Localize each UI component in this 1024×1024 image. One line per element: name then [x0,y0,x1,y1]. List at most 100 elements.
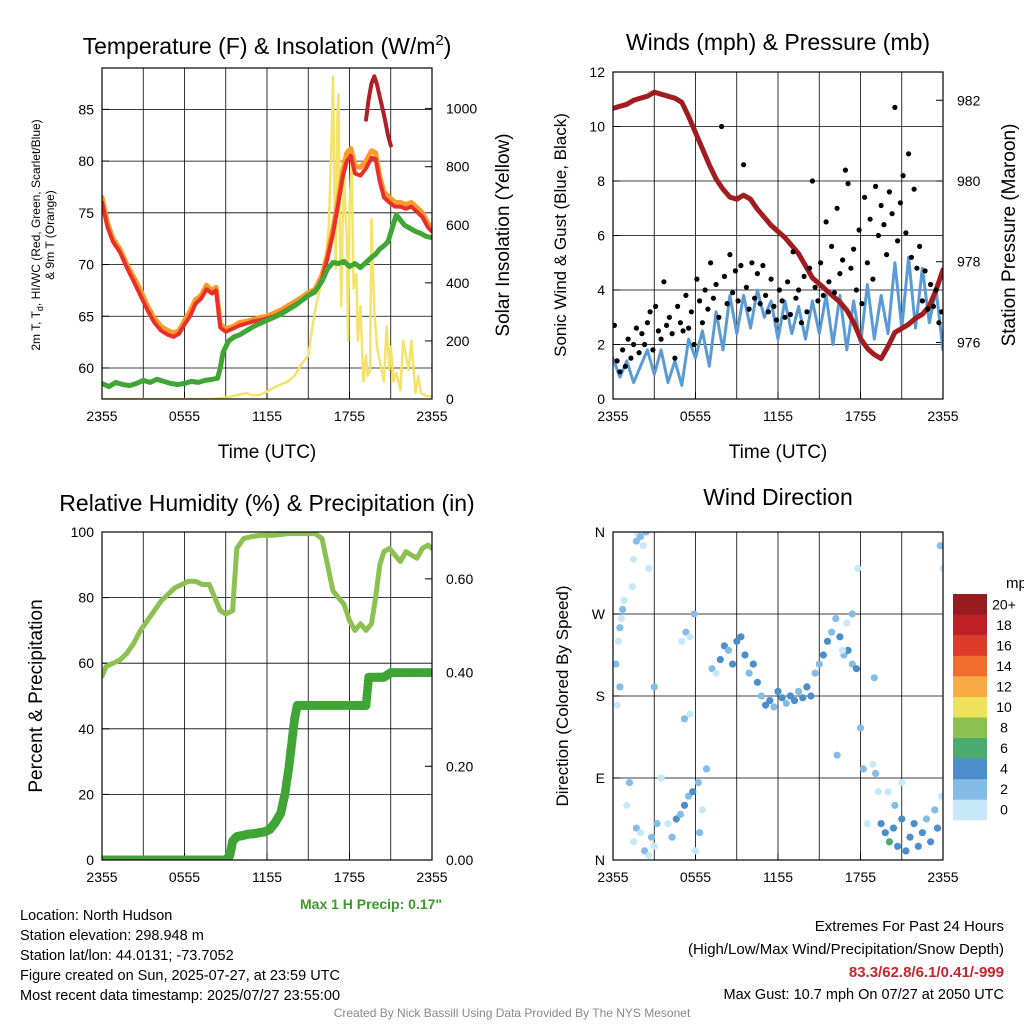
gust-point [653,303,659,309]
wind-direction-point [696,829,704,837]
wind-direction-point [702,765,711,773]
temperature-ytick-right-label: 200 [446,333,470,349]
winds-ytick-right-label: 980 [957,173,981,189]
gust-point [721,273,728,279]
gust-point [655,328,662,334]
wind-direction-point [898,815,906,823]
wind-direction-point [668,833,676,841]
gust-point [620,347,626,353]
gust-point [845,181,851,187]
wind-direction-point [616,624,624,632]
wind-direction-point [617,615,625,623]
wind-direction-point [766,697,774,705]
wind-direction-point [807,692,815,700]
gust-point [834,205,840,211]
wind-direction-point [844,646,852,655]
colorbar-label: 8 [1000,720,1008,736]
gust-point [666,314,673,320]
gust-point [939,309,943,315]
wind-direction-point [737,633,745,641]
gust-point [743,284,750,290]
wind-direction-point [815,660,823,668]
gust-point [752,295,758,301]
wind-direction-point [833,751,841,759]
wind-direction-point [811,669,819,677]
colorbar-label: 10 [996,699,1012,715]
recent-timestamp: Most recent data timestamp: 2025/07/27 2… [20,988,341,1004]
gust-point [842,167,849,173]
gust-point [779,298,785,304]
wind-direction-point [774,687,782,696]
gust-point [804,309,810,315]
gust-point [892,104,898,110]
wind-direction-point [874,788,883,796]
gust-point [831,290,838,296]
station-location: Location: North Hudson [20,908,173,924]
temperature-line-dewpoint [102,212,432,390]
extremes-subtitle: (High/Low/Max Wind/Precipitation/Snow De… [688,941,1004,958]
wind-direction-point [620,596,628,604]
gust-point [757,301,763,307]
wind-direction-point [676,810,685,819]
wind-direction-plot-border [612,531,944,861]
wind-direction-xtick-label: 1155 [763,869,793,885]
credit-line: Created By Nick Bassill Using Data Provi… [333,1006,691,1020]
humidity-ytick-left-label: 80 [78,590,94,606]
station-info: Location: North Hudson Station elevation… [20,906,340,1006]
gust-point [859,301,865,307]
gust-point [864,260,871,266]
colorbar-swatch [953,614,987,636]
gust-point [613,322,617,328]
winds-ytick-right-label: 982 [957,92,981,108]
gust-point [809,178,816,184]
gust-point [699,320,706,326]
gust-point [713,281,719,288]
wind-direction-point [898,779,906,787]
colorbar-label: 18 [996,617,1012,633]
temperature-xtick-label: 2355 [86,408,117,424]
wind-direction-point [698,806,707,814]
wind-direction-point [664,820,672,828]
humidity-xtick-label: 1155 [252,869,282,885]
temperature-ytick-left-label: 80 [78,153,94,169]
winds-xtick-label: 2355 [597,408,628,424]
temperature-ytick-left-label: 85 [78,101,94,117]
gust-point [741,162,747,168]
wind-direction-point [672,815,680,823]
gust-point [702,287,708,293]
winds-ytick-left-label: 4 [597,282,605,298]
winds-xtick-label: 1755 [845,408,876,424]
winds-panel: Winds (mph) & Pressure (mb) 2355 0555 1155… [551,29,1020,463]
winds-ytick-right-label: 978 [957,254,981,270]
gust-point [856,227,862,233]
wind-direction-point [650,683,658,691]
gust-point [853,287,860,293]
gust-point [672,355,678,361]
wind-direction-point [741,651,749,659]
gust-point [851,246,857,252]
winds-ytick-right-label: 976 [957,334,981,350]
gust-point [719,123,725,130]
wind-direction-point [753,678,762,686]
gust-point [765,309,772,315]
wind-direction-point [657,774,665,782]
humidity-xtick-label: 0555 [169,869,200,885]
gust-point [774,317,780,323]
gust-point [933,287,939,293]
wind-direction-point [885,838,894,846]
colorbar-swatch [953,635,987,656]
gust-point [664,322,670,328]
temperature-ytick-left-label: 70 [78,257,94,273]
wind-direction-point [686,710,694,718]
colorbar-swatch [953,717,987,739]
temperature-line-heat-index [364,74,393,148]
wind-direction-point [872,769,880,778]
gust-point [881,222,887,228]
wind-direction-point [630,555,638,563]
gust-point [633,325,640,331]
wind-direction-point [691,847,700,855]
wind-direction-point [686,633,694,641]
gust-point [732,268,739,274]
colorbar-swatch [953,696,987,718]
wind-direction-point [799,694,807,702]
